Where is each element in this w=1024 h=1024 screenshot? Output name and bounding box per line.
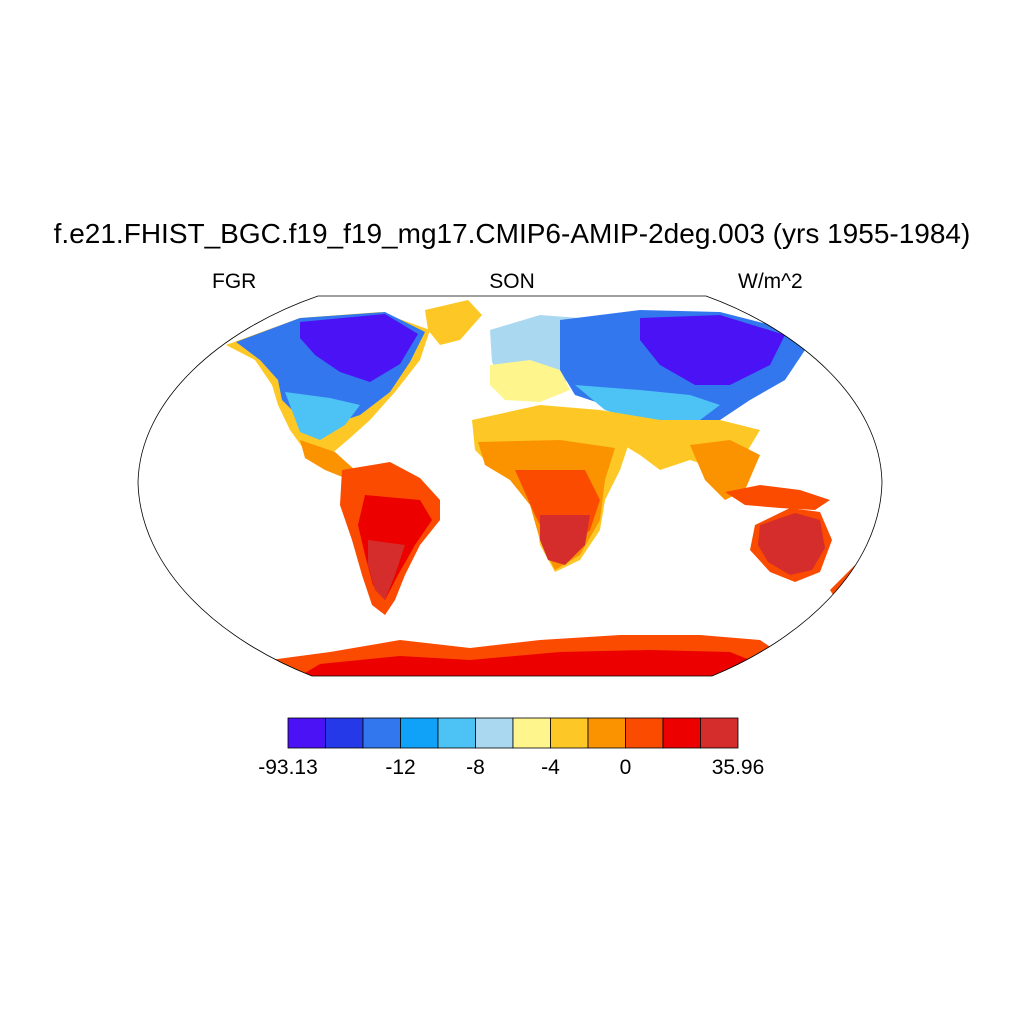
colorbar-box [662, 717, 701, 749]
variable-label: FGR [212, 270, 257, 293]
colorbar-box [700, 717, 739, 749]
colorbar-tick-label: 35.96 [711, 756, 765, 779]
units-label: W/m^2 [738, 270, 803, 293]
season-label: SON [489, 270, 535, 293]
africa-hottest [540, 515, 590, 565]
colorbar [287, 717, 739, 749]
colorbar-tick-label: -12 [385, 756, 416, 779]
plot-title: f.e21.FHIST_BGC.f19_f19_mg17.CMIP6-AMIP-… [53, 218, 971, 249]
central-america-region [300, 440, 355, 478]
asia-coldest [640, 315, 785, 385]
europe-warm [490, 360, 570, 402]
colorbar-box [287, 717, 326, 749]
colorbar-tick-label: -4 [541, 756, 560, 779]
colorbar-box [400, 717, 439, 749]
indonesia [725, 485, 830, 510]
colorbar-tick-label: 0 [619, 756, 632, 779]
colorbar-box [325, 717, 364, 749]
colorbar-box [550, 717, 589, 749]
globe-outline [137, 295, 883, 677]
colorbar-box [625, 717, 664, 749]
colorbar-box [512, 717, 551, 749]
greenland-region [425, 300, 482, 345]
north-america-coldest [300, 314, 418, 382]
north-america-light [285, 392, 360, 440]
colorbar-tick-label: -8 [466, 756, 485, 779]
colorbar-tick-label: -93.13 [258, 756, 318, 779]
southeast-asia [690, 440, 760, 500]
antarctica-hot [300, 650, 780, 676]
map-field [226, 300, 860, 676]
south-america-hottest [368, 540, 405, 600]
colorbar-box [475, 717, 514, 749]
colorbar-box [587, 717, 626, 749]
colorbar-box [437, 717, 476, 749]
australia-hot [758, 513, 825, 575]
asia-light [575, 385, 720, 425]
colorbar-box [362, 717, 401, 749]
